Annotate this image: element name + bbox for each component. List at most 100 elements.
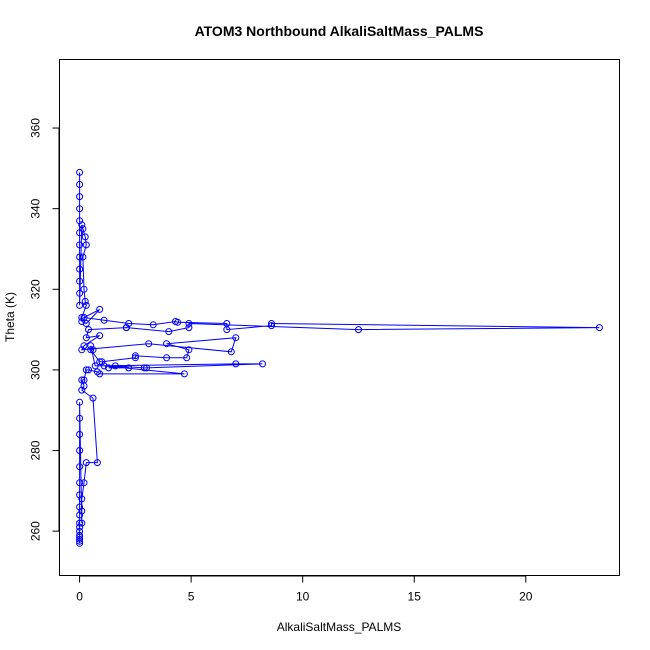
data-point — [131, 354, 139, 362]
data-point — [89, 394, 97, 402]
data-point — [82, 320, 90, 327]
x-tick-label: 5 — [188, 590, 195, 604]
data-point — [76, 205, 84, 213]
data-point — [76, 217, 84, 225]
data-point — [140, 364, 148, 372]
data-point — [78, 314, 86, 321]
series-line — [79, 172, 600, 544]
data-point — [223, 326, 231, 334]
data-point — [76, 537, 84, 545]
data-point — [80, 285, 88, 293]
chart-title: ATOM3 Northbound AlkaliSaltMass_PALMS — [195, 23, 484, 39]
data-point — [89, 346, 97, 354]
data-point — [595, 324, 603, 332]
data-point — [232, 360, 240, 368]
data-point — [82, 459, 90, 467]
data-point — [82, 301, 90, 309]
data-point — [76, 535, 84, 543]
y-tick-label: 360 — [29, 118, 43, 138]
plot-frame — [59, 59, 620, 576]
data-point — [76, 503, 84, 511]
data-point — [81, 233, 89, 241]
data-point — [78, 346, 86, 354]
data-point — [78, 495, 86, 503]
y-tick-label: 260 — [29, 521, 43, 541]
x-axis-label: AlkaliSaltMass_PALMS — [277, 620, 402, 634]
data-point — [82, 334, 90, 342]
data-point — [93, 368, 101, 376]
data-point — [76, 265, 84, 273]
data-point — [91, 362, 99, 370]
data-point — [87, 342, 95, 350]
x-tick-label: 0 — [76, 590, 83, 604]
data-point — [259, 360, 266, 368]
data-point — [78, 221, 86, 229]
data-point — [76, 479, 84, 487]
data-point — [82, 241, 90, 249]
data-point — [79, 253, 87, 261]
data-point — [174, 318, 182, 326]
data-point — [87, 346, 95, 354]
data-point — [355, 326, 362, 334]
x-tick-label: 20 — [519, 590, 533, 604]
data-point — [76, 301, 84, 309]
data-point — [78, 507, 86, 515]
data-point — [76, 253, 84, 261]
data-point — [79, 225, 87, 233]
data-point — [76, 511, 84, 519]
data-point — [78, 386, 86, 394]
data-point — [183, 354, 191, 362]
data-point — [76, 289, 84, 297]
data-point — [76, 523, 84, 531]
data-point — [100, 362, 108, 370]
data-point — [165, 328, 173, 336]
data-point — [163, 340, 171, 348]
data-point — [96, 305, 104, 313]
data-point — [105, 364, 113, 372]
y-tick-label: 320 — [29, 279, 43, 299]
data-point — [185, 324, 193, 332]
data-point — [76, 168, 84, 176]
data-point — [227, 348, 235, 356]
data-point — [80, 314, 88, 321]
data-point — [76, 414, 84, 422]
data-point — [268, 320, 275, 327]
data-point — [76, 398, 84, 406]
data-point — [85, 326, 92, 334]
x-axis: 0 5 10 15 20 — [76, 575, 533, 604]
data-point — [145, 340, 153, 348]
data-point — [82, 366, 90, 374]
y-tick-label: 340 — [29, 198, 43, 218]
y-axis-label: Theta (K) — [3, 292, 17, 342]
y-tick-label: 280 — [29, 440, 43, 460]
data-point — [78, 519, 86, 527]
data-point — [185, 346, 193, 354]
data-point — [125, 364, 133, 372]
data-point — [76, 241, 84, 249]
y-axis: 260 280 300 320 340 360 — [29, 118, 60, 541]
data-point — [93, 459, 101, 467]
data-point — [131, 352, 139, 360]
data-point — [149, 321, 157, 329]
data-point — [100, 316, 108, 324]
data-point — [163, 354, 171, 362]
data-point — [80, 342, 88, 350]
data-point — [76, 193, 84, 201]
x-tick-label: 15 — [408, 590, 422, 604]
data-point — [232, 334, 240, 342]
data-point — [125, 320, 133, 327]
data-point — [96, 370, 104, 378]
data-point — [76, 539, 84, 547]
data-point — [96, 358, 104, 366]
y-tick-label: 300 — [29, 360, 43, 380]
data-point — [180, 370, 188, 378]
data-point — [143, 364, 150, 372]
data-point — [76, 519, 84, 527]
data-point — [98, 358, 106, 366]
data-point — [76, 491, 84, 499]
data-point — [78, 318, 86, 325]
data-point — [268, 322, 275, 330]
data-point — [96, 332, 104, 340]
data-point — [185, 320, 193, 327]
